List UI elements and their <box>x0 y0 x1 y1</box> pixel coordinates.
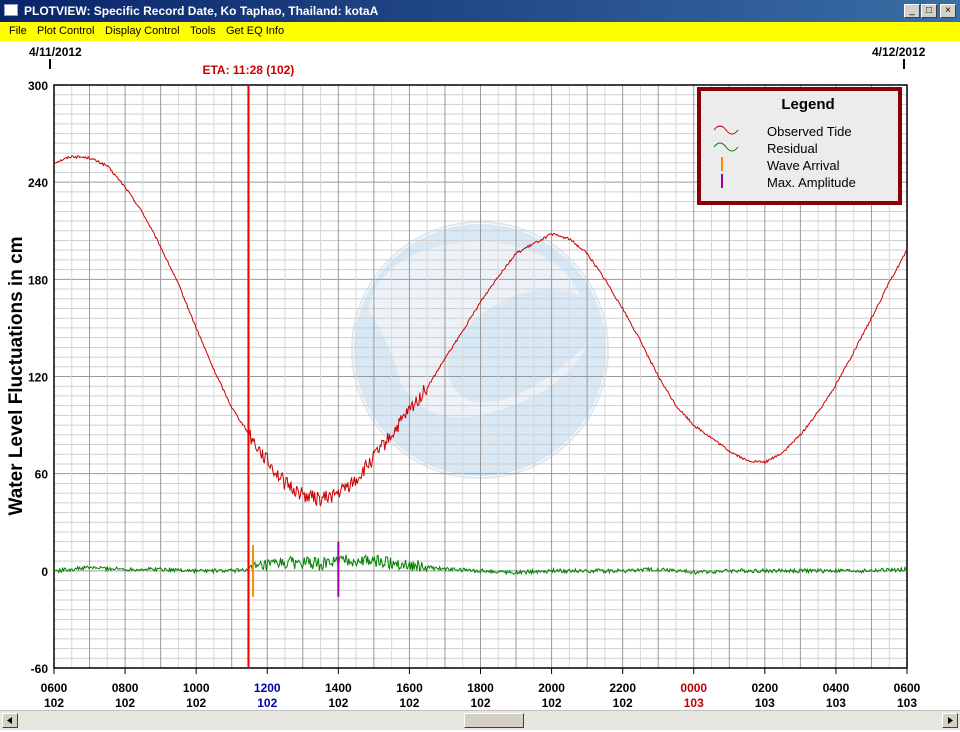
menu-bar: File Plot Control Display Control Tools … <box>0 22 960 41</box>
legend-label: Wave Arrival <box>767 158 840 173</box>
menu-plot-control[interactable]: Plot Control <box>37 25 95 37</box>
y-tick-label: 60 <box>35 468 49 482</box>
scroll-right-button[interactable] <box>942 713 958 728</box>
legend-label: Max. Amplitude <box>767 175 856 190</box>
series-line <box>53 554 908 576</box>
minimize-button[interactable]: _ <box>904 4 920 18</box>
title-bar: PLOTVIEW: Specific Record Date, Ko Tapha… <box>0 0 960 22</box>
x-tick-time: 0000 <box>680 681 707 695</box>
x-tick-time: 0600 <box>41 681 68 695</box>
x-tick-time: 0800 <box>112 681 139 695</box>
menu-file[interactable]: File <box>9 25 27 37</box>
horizontal-scrollbar[interactable] <box>0 710 960 730</box>
y-tick-label: -60 <box>31 662 49 676</box>
eta-label: ETA: 11:28 (102) <box>202 63 294 77</box>
x-tick-time: 1400 <box>325 681 352 695</box>
y-tick-label: 240 <box>28 176 48 190</box>
x-tick-day: 102 <box>613 696 633 710</box>
y-tick-label: 180 <box>28 273 48 287</box>
x-axis: 0600102080010210001021200102140010216001… <box>41 668 921 710</box>
menu-tools[interactable]: Tools <box>190 25 216 37</box>
close-button[interactable]: × <box>940 4 956 18</box>
x-tick-time: 0600 <box>894 681 921 695</box>
series-layer <box>53 155 908 576</box>
x-tick-day: 103 <box>755 696 775 710</box>
x-tick-time: 1600 <box>396 681 423 695</box>
x-tick-day: 103 <box>826 696 846 710</box>
x-tick-time: 1200 <box>254 681 281 695</box>
x-tick-day: 102 <box>470 696 490 710</box>
x-tick-time: 0200 <box>751 681 778 695</box>
x-tick-time: 0400 <box>823 681 850 695</box>
y-tick-label: 0 <box>41 565 48 579</box>
maximize-button[interactable]: □ <box>921 4 937 18</box>
x-tick-day: 102 <box>186 696 206 710</box>
x-tick-day: 102 <box>115 696 135 710</box>
x-tick-day: 102 <box>399 696 419 710</box>
scrollbar-thumb[interactable] <box>464 713 524 728</box>
x-tick-day: 102 <box>328 696 348 710</box>
menu-display-control[interactable]: Display Control <box>105 25 180 37</box>
legend-swatch <box>713 142 739 152</box>
start-date-label: 4/11/2012 <box>29 45 82 59</box>
arrow-right-icon <box>948 717 953 724</box>
x-tick-day: 102 <box>44 696 64 710</box>
scroll-left-button[interactable] <box>2 713 18 728</box>
legend: Legend Observed Tide Residual Wave Arrival… <box>697 87 902 205</box>
x-tick-day: 103 <box>897 696 917 710</box>
series-line <box>53 155 908 507</box>
x-tick-time: 2200 <box>609 681 636 695</box>
x-tick-day: 103 <box>684 696 704 710</box>
x-tick-time: 1000 <box>183 681 210 695</box>
y-tick-label: 120 <box>28 371 48 385</box>
legend-title: Legend <box>781 96 834 113</box>
legend-label: Residual <box>767 141 818 156</box>
legend-swatch <box>713 125 739 135</box>
legend-label: Observed Tide <box>767 124 852 139</box>
end-date-label: 4/12/2012 <box>872 45 926 59</box>
y-tick-label: 300 <box>28 79 48 93</box>
window-title: PLOTVIEW: Specific Record Date, Ko Tapha… <box>24 4 379 18</box>
x-tick-time: 1800 <box>467 681 494 695</box>
y-axis: -60 0 60 120 180 240 300 <box>28 79 48 676</box>
x-tick-time: 2000 <box>538 681 565 695</box>
y-axis-label: Water Level Fluctuations in cm <box>6 236 27 515</box>
x-tick-day: 102 <box>542 696 562 710</box>
x-tick-day: 102 <box>257 696 277 710</box>
app-window-icon[interactable] <box>4 4 18 16</box>
menu-get-eq-info[interactable]: Get EQ Info <box>226 25 285 37</box>
arrow-left-icon <box>7 717 12 724</box>
